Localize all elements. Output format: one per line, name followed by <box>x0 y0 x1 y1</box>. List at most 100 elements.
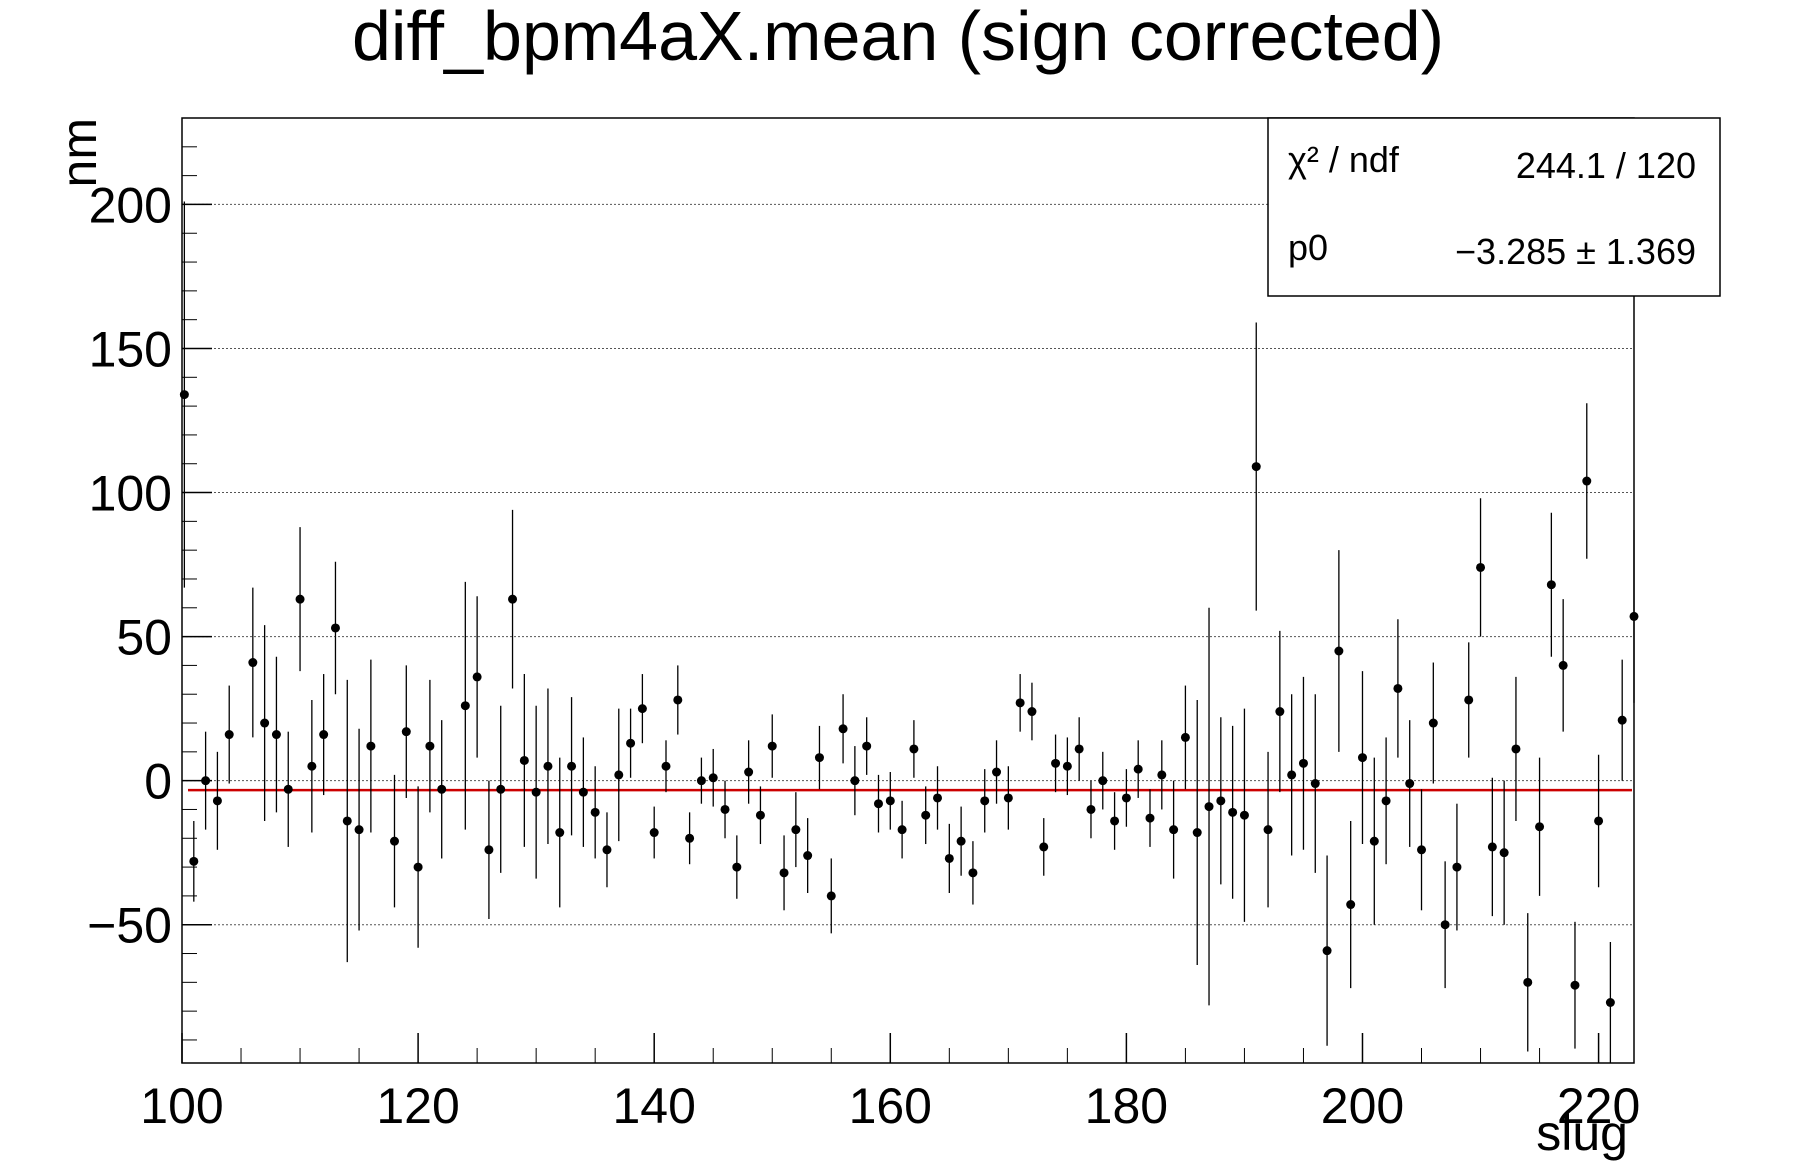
data-point <box>755 786 765 845</box>
point-marker <box>437 784 447 794</box>
data-point <box>212 751 222 850</box>
data-point <box>850 746 860 816</box>
point-marker <box>330 623 340 633</box>
data-point <box>1452 803 1462 931</box>
point-marker <box>803 851 813 861</box>
data-point <box>933 766 943 830</box>
y-tick-labels: −50 0 50 100 150 200 <box>87 177 172 953</box>
point-marker <box>1334 646 1344 656</box>
data-point <box>1192 699 1202 966</box>
point-marker <box>944 853 954 863</box>
point-marker <box>1357 753 1367 763</box>
data-point <box>1405 720 1415 847</box>
data-point <box>826 858 836 934</box>
point-marker <box>179 390 189 400</box>
data-point <box>767 714 777 778</box>
point-marker <box>921 810 931 820</box>
data-point <box>354 728 364 931</box>
point-marker <box>1582 476 1592 486</box>
point-marker <box>1051 758 1061 768</box>
point-marker <box>1180 732 1190 742</box>
x-tick-label: 140 <box>612 1078 695 1134</box>
data-point <box>1110 792 1120 850</box>
point-marker <box>496 784 506 794</box>
point-marker <box>425 741 435 751</box>
point-marker <box>578 787 588 797</box>
data-point <box>696 757 706 804</box>
data-point <box>1535 757 1545 896</box>
point-marker <box>1098 776 1108 786</box>
point-marker <box>1239 810 1249 820</box>
data-point <box>1582 403 1592 559</box>
data-point <box>1558 599 1568 732</box>
point-marker <box>543 761 553 771</box>
point-marker <box>1133 764 1143 774</box>
point-marker <box>1464 695 1474 705</box>
point-marker <box>614 770 624 780</box>
data-point <box>425 679 435 813</box>
data-point <box>1287 694 1297 856</box>
point-marker <box>472 672 482 682</box>
point-marker <box>1003 793 1013 803</box>
data-point <box>1216 717 1226 885</box>
data-point <box>401 665 411 798</box>
x-tick-label: 160 <box>849 1078 932 1134</box>
data-point <box>956 806 966 876</box>
point-marker <box>519 755 529 765</box>
chart-title: diff_bpm4aX.mean (sign corrected) <box>352 0 1444 75</box>
data-point <box>389 774 399 908</box>
data-point <box>1039 818 1049 876</box>
point-marker <box>413 862 423 872</box>
point-marker <box>319 730 329 740</box>
point-marker <box>401 727 411 737</box>
point-marker <box>968 868 978 878</box>
point-marker <box>814 753 824 763</box>
point-marker <box>956 836 966 846</box>
point-marker <box>1169 825 1179 835</box>
data-point <box>968 841 978 905</box>
data-point <box>1275 630 1285 793</box>
data-point <box>1015 674 1025 732</box>
data-point <box>1263 751 1273 908</box>
point-marker <box>1417 845 1427 855</box>
data-point <box>897 800 907 859</box>
point-marker <box>224 730 234 740</box>
data-point <box>1369 757 1379 925</box>
data-point <box>1487 777 1497 917</box>
data-point <box>838 694 848 764</box>
x-tick-label: 120 <box>376 1078 459 1134</box>
data-point <box>1180 685 1190 790</box>
data-point <box>1322 855 1332 1046</box>
point-marker <box>1452 862 1462 872</box>
data-point <box>1570 921 1580 1049</box>
data-point <box>1251 322 1261 611</box>
data-point <box>1476 498 1486 637</box>
point-marker <box>567 761 577 771</box>
point-marker <box>1275 707 1285 717</box>
data-point <box>1594 754 1604 888</box>
data-point <box>673 665 683 735</box>
data-point <box>1157 740 1167 810</box>
point-marker <box>1110 816 1120 826</box>
point-marker <box>1487 842 1497 852</box>
data-point <box>201 731 211 830</box>
data-point <box>496 705 506 873</box>
data-point <box>1417 789 1427 911</box>
point-marker <box>1523 977 1533 987</box>
data-point <box>626 708 636 778</box>
data-point <box>1051 734 1061 793</box>
x-tick-labels: 100 120 140 160 180 200 220 <box>140 1078 1640 1134</box>
data-point <box>1121 769 1131 827</box>
point-marker <box>1594 816 1604 826</box>
y-tick-label: −50 <box>87 898 172 954</box>
point-marker <box>767 741 777 751</box>
y-tick-label: 50 <box>116 610 172 666</box>
data-point <box>720 780 730 839</box>
stats-box-frame <box>1267 117 1721 297</box>
stats-p0-label: p0 <box>1288 227 1328 268</box>
x-axis-label: slug <box>1536 1105 1628 1161</box>
data-point <box>1098 751 1108 810</box>
data-point <box>1440 861 1450 989</box>
y-tick-label: 150 <box>89 321 172 377</box>
point-marker <box>1570 980 1580 990</box>
